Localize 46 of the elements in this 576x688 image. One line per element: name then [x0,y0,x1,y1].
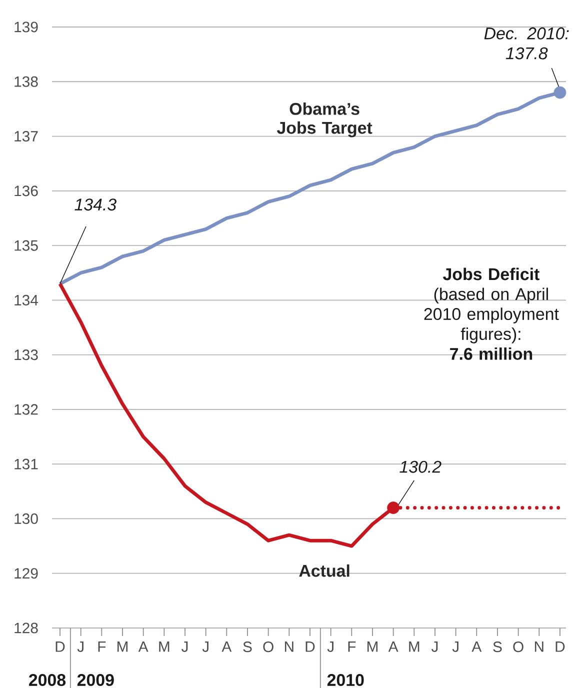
x-tick-label: J [452,642,458,652]
x-tick-label: F [98,642,106,652]
y-tick-label: 134 [14,294,38,306]
x-tick-label: O [513,642,524,652]
annotation: 130.2 [400,460,442,473]
x-tick-label: A [388,642,398,652]
x-tick-label: J [431,642,438,652]
annotation: 134.3 [74,198,116,211]
x-tick-label: O [263,642,274,652]
x-tick-label: F [348,642,356,652]
y-tick-label: 130 [14,513,38,524]
y-tick-label: 132 [14,404,38,415]
series-label: Actual [299,564,350,577]
annotation: Dec. 2010: 137.8 [484,27,569,60]
x-tick-label: S [243,642,252,652]
x-tick-label: A [222,642,232,652]
annotation: Jobs Deficit (based on April 2010 employment figures): 7.6 million [424,268,559,360]
text: 2010 [327,674,364,686]
x-tick-label: M [367,642,378,652]
y-tick-label: 135 [14,240,38,251]
x-tick-label: A [138,642,148,652]
y-tick-label: 139 [14,22,38,32]
y-tick-label: 133 [14,350,38,360]
y-tick-label: 129 [14,568,38,579]
x-tick-label: A [472,642,482,652]
series-label: Obama’s Jobs Target [276,102,372,138]
text: 2008 [29,674,66,686]
x-tick-label: D [556,642,565,652]
x-tick-label: M [409,642,420,652]
x-tick-label: D [306,642,315,652]
x-tick-label: D [56,642,65,652]
x-tick-label: N [534,642,544,652]
y-tick-label: 137 [14,130,38,142]
y-tick-label: 138 [14,76,38,87]
x-tick-label: J [77,642,84,652]
x-tick-label: S [493,642,502,652]
y-tick-label: 128 [14,622,38,634]
x-tick-label: J [202,642,208,652]
x-tick-label: N [284,642,294,652]
x-tick-label: J [327,642,334,652]
x-tick-label: J [181,642,188,652]
y-tick-label: 136 [14,186,38,196]
x-tick-label: M [117,642,128,652]
x-tick-label: M [159,642,170,652]
y-tick-label: 131 [14,458,38,470]
text: 2009 [77,674,114,686]
